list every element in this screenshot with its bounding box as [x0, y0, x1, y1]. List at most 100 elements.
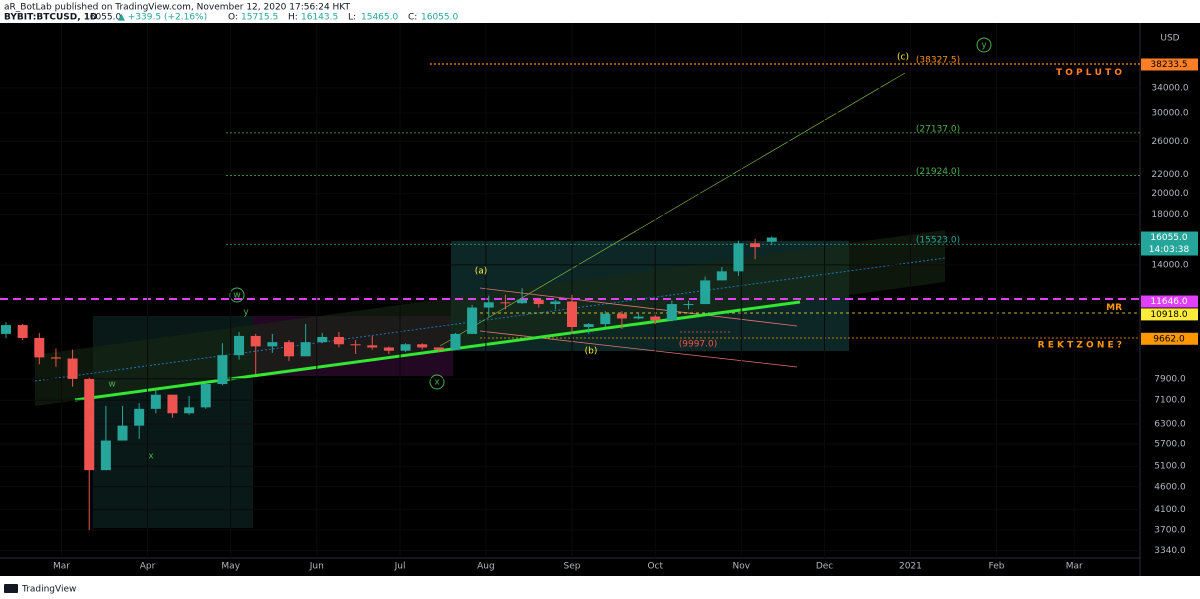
candle-body — [567, 301, 577, 327]
y-tick-label: 7900.0 — [1154, 374, 1186, 384]
level-label: (38327.5) — [916, 56, 960, 66]
candle-body — [766, 237, 777, 242]
candle-body — [50, 357, 61, 359]
wave-label: y — [981, 41, 987, 51]
level-label: (27137.0) — [916, 124, 960, 134]
candle-body — [433, 347, 444, 350]
candle-body — [217, 355, 228, 385]
candle-body — [34, 337, 45, 358]
price-tag — [1141, 295, 1198, 308]
candle-body — [167, 394, 178, 414]
y-tick-label: 4100.0 — [1154, 505, 1186, 515]
wave-label: w — [108, 380, 115, 390]
y-tick-label: 22000.0 — [1151, 170, 1188, 180]
candle-body — [134, 408, 145, 426]
candle-body — [234, 335, 245, 356]
candle-body — [517, 299, 528, 304]
level-label: (21924.0) — [916, 167, 960, 177]
candle-body — [633, 316, 644, 319]
candle-body — [483, 302, 494, 308]
candle-body — [683, 304, 694, 306]
candle-body — [417, 344, 428, 348]
level-note: R E K T Z O N E ? — [1038, 340, 1122, 350]
y-tick-label: 14000.0 — [1151, 260, 1188, 270]
candle-body — [150, 394, 161, 409]
y-tick-label: 20000.0 — [1151, 189, 1188, 199]
ohlc-value: 16055.0 — [421, 13, 458, 23]
y-tick-label: 26000.0 — [1151, 137, 1188, 147]
candle-body — [184, 407, 195, 414]
level-note: T O P L U T O — [1056, 68, 1122, 78]
y-tick-label: 5100.0 — [1154, 462, 1186, 472]
price-change: ▲ +339.5 (+2.16%) — [118, 13, 207, 23]
x-tick-label: May — [221, 562, 240, 572]
candle-body — [733, 243, 744, 272]
price-tag-label: 11646.0 — [1150, 297, 1187, 307]
candle-body — [716, 271, 727, 281]
candle-body — [500, 302, 511, 304]
currency: USD — [1160, 34, 1179, 44]
wave-label: (b) — [585, 347, 598, 357]
ohlc-label: H: — [288, 13, 298, 23]
y-tick-label: 30000.0 — [1151, 108, 1188, 118]
candle-body — [300, 342, 311, 357]
candle-body — [400, 344, 411, 351]
ohlc-value: 16143.5 — [301, 13, 338, 23]
candle-body — [84, 378, 95, 471]
brand[interactable]: TradingView — [21, 585, 76, 595]
logo-icon — [4, 584, 18, 593]
x-tick-label: Jul — [394, 562, 406, 572]
trend-line — [479, 287, 798, 327]
y-tick-label: 6300.0 — [1154, 420, 1186, 430]
x-tick-label: Sep — [564, 562, 581, 572]
ohlc-value: 15465.0 — [361, 13, 398, 23]
wave-label: w — [233, 291, 240, 301]
wave-label: (a) — [475, 267, 488, 277]
countdown: 14:03:38 — [1149, 245, 1190, 255]
wave-label: x — [148, 452, 154, 462]
candle-body — [333, 336, 344, 345]
y-tick-label: 3340.0 — [1154, 546, 1186, 556]
candle-body — [1, 325, 11, 334]
ohlc-value: 15715.5 — [241, 13, 278, 23]
candle-body — [383, 347, 394, 351]
candle-body — [616, 313, 627, 319]
candle-body — [284, 342, 294, 357]
candle-body — [533, 299, 544, 305]
price-tag — [1141, 308, 1198, 321]
price-tag-label: 16055.0 — [1150, 233, 1187, 243]
candle-body — [350, 344, 361, 346]
candle-body — [367, 345, 378, 348]
x-tick-label: Apr — [140, 562, 156, 572]
level-note: MR — [1106, 303, 1122, 313]
candle-body — [666, 304, 677, 321]
wave-circle — [229, 287, 245, 303]
ohlc-label: L: — [348, 13, 356, 23]
candle-body — [600, 313, 611, 325]
price-tag — [1141, 231, 1198, 244]
y-tick-label: 3700.0 — [1154, 526, 1186, 536]
candle-body — [100, 440, 111, 471]
x-tick-label: Nov — [733, 562, 751, 572]
level-label: (9997.0) — [679, 339, 718, 349]
x-tick-label: Oct — [647, 562, 663, 572]
wave-label: (c) — [897, 53, 909, 63]
price-tag-label: 10918.0 — [1150, 310, 1187, 320]
candle-body — [450, 333, 461, 350]
price-tag-label: 38233.5 — [1150, 60, 1187, 70]
channel-midline — [34, 257, 946, 382]
wave-circle — [429, 374, 445, 390]
y-tick-label: 18000.0 — [1151, 210, 1188, 220]
candle-body — [317, 336, 328, 343]
wave-label: x — [434, 378, 440, 388]
candle-body — [67, 358, 78, 379]
x-tick-label: 2021 — [899, 562, 922, 572]
support-line — [74, 300, 801, 402]
y-tick-label: 5700.0 — [1154, 440, 1186, 450]
x-tick-label: Mar — [1066, 562, 1083, 572]
x-tick-label: Jun — [309, 562, 324, 572]
countdown-tag — [1141, 243, 1198, 256]
candle-body — [583, 324, 594, 327]
candle-body — [200, 384, 211, 408]
